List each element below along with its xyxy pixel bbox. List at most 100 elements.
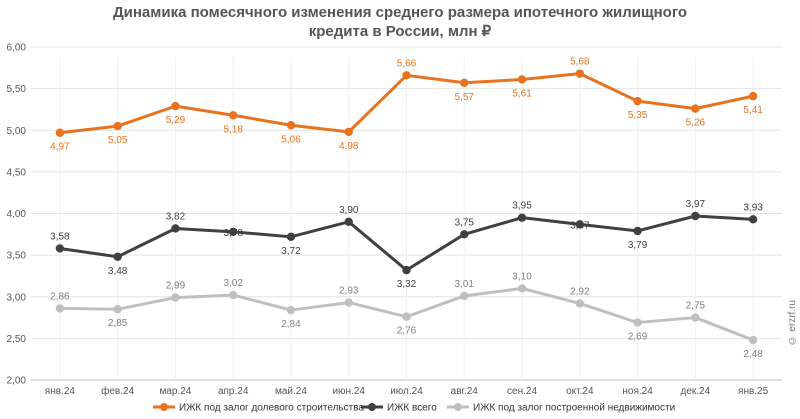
- data-point: [575, 69, 585, 78]
- data-point: [55, 304, 65, 313]
- data-point: [633, 318, 642, 327]
- data-label: 2,92: [570, 286, 590, 297]
- y-tick-label: 5,50: [7, 84, 27, 95]
- data-label: 3,97: [686, 199, 706, 210]
- data-point: [228, 111, 238, 120]
- data-label: 2,76: [397, 326, 417, 337]
- data-point: [748, 91, 758, 101]
- data-point: [402, 312, 411, 321]
- x-tick-label: янв.25: [738, 386, 769, 397]
- data-label: 3,48: [108, 266, 128, 277]
- data-point: [286, 305, 296, 315]
- x-tick-label: июл.24: [390, 386, 423, 397]
- data-label: 4,98: [339, 141, 359, 152]
- data-label: 5,35: [628, 110, 648, 121]
- data-label: 3,10: [512, 271, 532, 282]
- data-point: [55, 128, 65, 137]
- x-tick-label: ноя.24: [622, 386, 653, 397]
- x-tick-label: окт.24: [566, 386, 594, 397]
- data-label: 5,06: [281, 134, 301, 145]
- y-tick-label: 2,00: [7, 376, 27, 387]
- x-tick-label: апр.24: [218, 386, 249, 397]
- data-point: [748, 215, 758, 224]
- data-label: 5,18: [223, 124, 243, 135]
- data-label: 5,41: [743, 105, 763, 116]
- data-label: 3,01: [455, 279, 475, 290]
- data-point: [575, 299, 585, 308]
- legend-label: ИЖК всего: [387, 403, 437, 414]
- data-point: [55, 244, 65, 253]
- legend-label: ИЖК под залог долевого строительства: [179, 403, 364, 414]
- data-point: [575, 220, 585, 229]
- data-point: [517, 213, 527, 222]
- y-tick-label: 3,50: [7, 251, 27, 262]
- data-point: [228, 290, 238, 300]
- data-label: 2,84: [281, 319, 301, 330]
- x-tick-label: фев.24: [101, 385, 134, 397]
- data-point: [633, 96, 642, 106]
- y-tick-label: 6,00: [7, 43, 27, 54]
- data-label: 2,69: [628, 332, 648, 343]
- data-label: 3,58: [50, 231, 70, 242]
- data-label: 5,26: [686, 118, 706, 129]
- y-tick-label: 3,00: [7, 292, 27, 303]
- data-point: [402, 71, 411, 80]
- data-point: [691, 211, 700, 221]
- data-label: 3,93: [743, 202, 763, 213]
- data-label: 5,57: [455, 92, 475, 103]
- data-point: [171, 224, 180, 233]
- data-label: 3,87: [570, 220, 590, 231]
- data-point: [633, 226, 642, 236]
- data-point: [460, 230, 469, 239]
- legend-marker: [368, 403, 376, 411]
- chart-title: Динамика помесячного изменения среднего …: [112, 4, 688, 40]
- data-point: [460, 291, 469, 301]
- data-label: 3,82: [166, 211, 186, 222]
- x-tick-label: дек.24: [681, 386, 711, 397]
- legend-label: ИЖК под залог построенной недвижимости: [473, 403, 675, 414]
- x-tick-label: авг.24: [451, 386, 479, 397]
- data-point: [748, 335, 758, 345]
- data-point: [517, 75, 527, 84]
- data-label: 5,61: [512, 88, 532, 99]
- data-point: [171, 101, 180, 111]
- data-label: 5,05: [108, 135, 128, 146]
- x-tick-label: сен.24: [507, 386, 537, 397]
- data-point: [691, 104, 700, 113]
- data-label: 3,32: [397, 279, 417, 290]
- data-point: [460, 78, 469, 87]
- data-point: [691, 313, 700, 322]
- data-label: 2,85: [108, 318, 128, 329]
- data-label: 5,29: [166, 115, 186, 126]
- data-label: 3,02: [223, 278, 243, 289]
- x-tick-label: мар.24: [159, 386, 191, 397]
- data-point: [517, 284, 527, 293]
- data-label: 3,95: [512, 201, 532, 212]
- y-tick-label: 4,50: [7, 167, 27, 178]
- watermark: © erzrf.ru: [787, 300, 798, 346]
- data-point: [286, 121, 296, 130]
- legend-marker: [160, 403, 168, 411]
- data-point: [344, 217, 353, 227]
- data-label: 5,68: [570, 57, 590, 68]
- data-label: 2,75: [686, 301, 706, 312]
- data-point: [113, 121, 122, 131]
- data-label: 3,78: [223, 228, 243, 239]
- data-label: 2,86: [50, 291, 70, 302]
- data-point: [113, 252, 122, 261]
- x-tick-label: янв.24: [45, 386, 76, 397]
- data-point: [344, 127, 353, 137]
- data-label: 2,48: [743, 349, 763, 360]
- y-tick-label: 5,00: [7, 126, 27, 137]
- data-label: 3,72: [281, 246, 301, 257]
- data-label: 3,75: [455, 217, 475, 228]
- y-tick-label: 4,00: [7, 209, 27, 220]
- data-point: [286, 232, 296, 242]
- legend-marker: [454, 403, 462, 411]
- data-label: 5,66: [397, 58, 417, 69]
- data-label: 3,90: [339, 205, 359, 216]
- data-label: 2,93: [339, 286, 359, 297]
- data-label: 3,79: [628, 240, 648, 251]
- data-point: [171, 293, 180, 302]
